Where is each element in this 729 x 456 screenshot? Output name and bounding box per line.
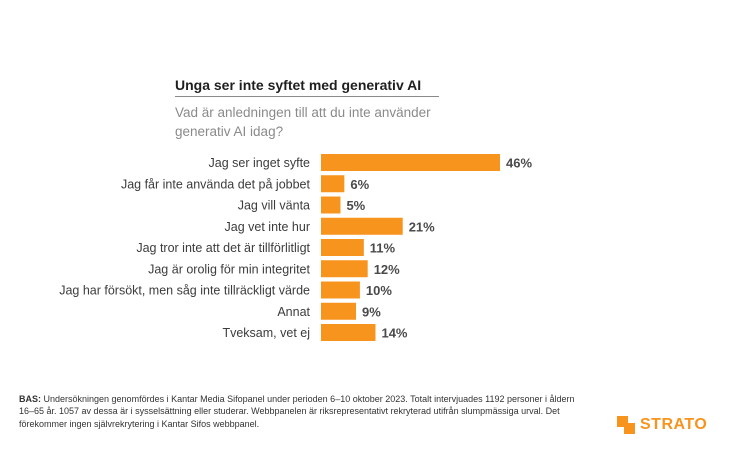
value-label: 12% xyxy=(374,262,400,277)
footnote-label: BAS: xyxy=(19,394,41,404)
bar xyxy=(321,217,403,235)
value-label: 5% xyxy=(346,198,365,213)
category-label: Annat xyxy=(277,305,310,319)
category-label: Jag vill vänta xyxy=(238,199,310,213)
chart-title: Unga ser inte syftet med generativ AI xyxy=(175,77,422,93)
category-label: Jag vet inte hur xyxy=(225,220,310,234)
bar xyxy=(321,239,364,256)
footnote-text: Undersökningen genomfördes i Kantar Medi… xyxy=(19,394,575,429)
category-label: Jag ser inget syfte xyxy=(209,156,310,170)
title-divider xyxy=(175,96,439,97)
value-label: 11% xyxy=(370,241,396,256)
value-label: 46% xyxy=(506,156,532,171)
value-label: 14% xyxy=(381,326,407,341)
bar xyxy=(321,196,341,214)
value-label: 10% xyxy=(366,283,392,298)
footnote: BAS: Undersökningen genomfördes i Kantar… xyxy=(19,393,579,430)
bar-chart: Jag ser inget syfte 46% Jag får inte använ… xyxy=(59,154,532,341)
bar xyxy=(321,154,500,171)
category-label: Jag tror inte att det är tillförlitligt xyxy=(136,241,310,255)
chart-subtitle: Vad är anledningen till att du inte anvä… xyxy=(175,105,431,139)
category-label: Tveksam, vet ej xyxy=(222,326,310,340)
bar xyxy=(321,324,376,341)
bar xyxy=(321,281,360,299)
strato-logo: STRATO xyxy=(617,413,707,437)
bar xyxy=(321,302,357,320)
category-label: Jag får inte använda det på jobbet xyxy=(121,177,311,191)
category-label: Jag har försökt, men såg inte tillräckli… xyxy=(59,284,310,298)
brand-name: STRATO xyxy=(640,416,708,433)
value-label: 9% xyxy=(362,304,381,319)
bar xyxy=(321,260,368,278)
bar xyxy=(321,175,345,193)
value-label: 21% xyxy=(409,219,435,234)
value-label: 6% xyxy=(350,177,369,192)
strato-logo-icon xyxy=(617,416,635,434)
category-label: Jag är orolig för min integritet xyxy=(148,262,310,276)
